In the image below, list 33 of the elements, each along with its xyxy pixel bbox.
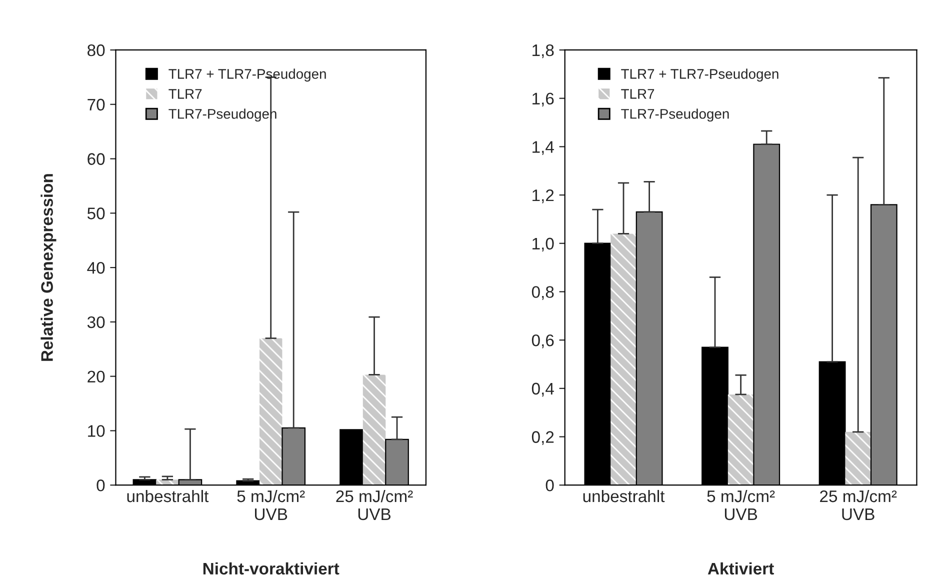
y-tick-label: 50 bbox=[87, 208, 105, 220]
x-tick-label: 5 mJ/cm² UVB bbox=[707, 490, 775, 520]
y-tick-label: 0,8 bbox=[532, 286, 554, 300]
legend-label: TLR7 bbox=[168, 89, 202, 99]
y-tick-label: 1,8 bbox=[532, 44, 554, 58]
legend-label: TLR7-Pseudogen bbox=[621, 108, 729, 122]
x-tick-label: unbestrahlt bbox=[127, 490, 209, 502]
y-tick-label: 40 bbox=[87, 262, 105, 274]
y-axis-title: Relative Genexpression bbox=[40, 174, 56, 361]
x-tick-label: 25 mJ/cm² UVB bbox=[820, 490, 897, 520]
y-tick-label: 0,6 bbox=[532, 334, 554, 348]
y-tick-label: 80 bbox=[88, 44, 105, 56]
y-tick-label: 10 bbox=[88, 425, 105, 437]
y-tick-label: 0 bbox=[546, 480, 554, 492]
x-tick-label: 5 mJ/cm² UVB bbox=[237, 490, 305, 520]
legend-label: TLR7 + TLR7-Pseudogen bbox=[168, 68, 326, 82]
y-tick-label: 70 bbox=[88, 98, 105, 111]
x-tick-label: unbestrahlt bbox=[583, 490, 665, 502]
y-tick-label: 0,4 bbox=[532, 382, 554, 397]
x-tick-label: 25 mJ/cm² UVB bbox=[336, 490, 413, 520]
y-tick-label: 60 bbox=[88, 153, 105, 165]
y-tick-label: 0 bbox=[96, 480, 105, 492]
x-axis-title: Aktiviert bbox=[708, 562, 774, 575]
y-tick-label: 1,2 bbox=[532, 189, 554, 204]
y-tick-label: 1,0 bbox=[532, 238, 554, 252]
y-tick-label: 0,2 bbox=[532, 431, 554, 445]
y-tick-label: 30 bbox=[87, 316, 105, 328]
legend-label: TLR7 bbox=[621, 89, 654, 99]
y-tick-label: 1,6 bbox=[532, 92, 554, 106]
legend-label: TLR7 + TLR7-Pseudogen bbox=[621, 68, 778, 82]
y-tick-label: 20 bbox=[88, 370, 105, 383]
x-axis-title: Nicht-voraktiviert bbox=[203, 562, 340, 575]
y-tick-label: 1,4 bbox=[532, 141, 554, 155]
